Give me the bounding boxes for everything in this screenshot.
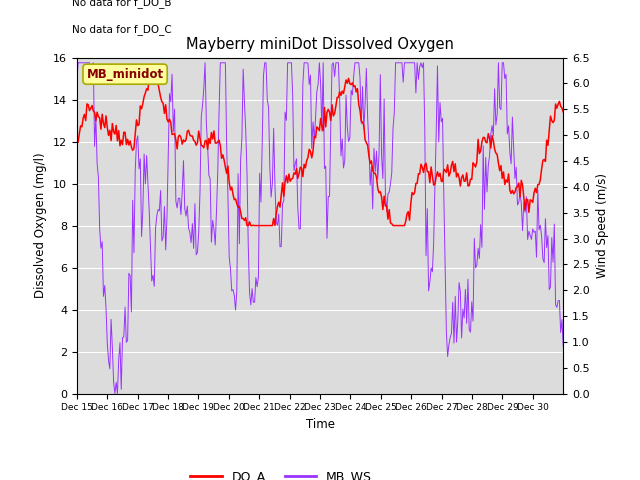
X-axis label: Time: Time [305,418,335,431]
Y-axis label: Dissolved Oxygen (mg/l): Dissolved Oxygen (mg/l) [35,153,47,299]
Legend: DO_A, MB_WS: DO_A, MB_WS [186,465,377,480]
Text: No data for f_DO_C: No data for f_DO_C [72,24,172,35]
Text: MB_minidot: MB_minidot [86,68,164,81]
Text: No data for f_DO_B: No data for f_DO_B [72,0,172,8]
Y-axis label: Wind Speed (m/s): Wind Speed (m/s) [596,173,609,278]
Title: Mayberry miniDot Dissolved Oxygen: Mayberry miniDot Dissolved Oxygen [186,37,454,52]
